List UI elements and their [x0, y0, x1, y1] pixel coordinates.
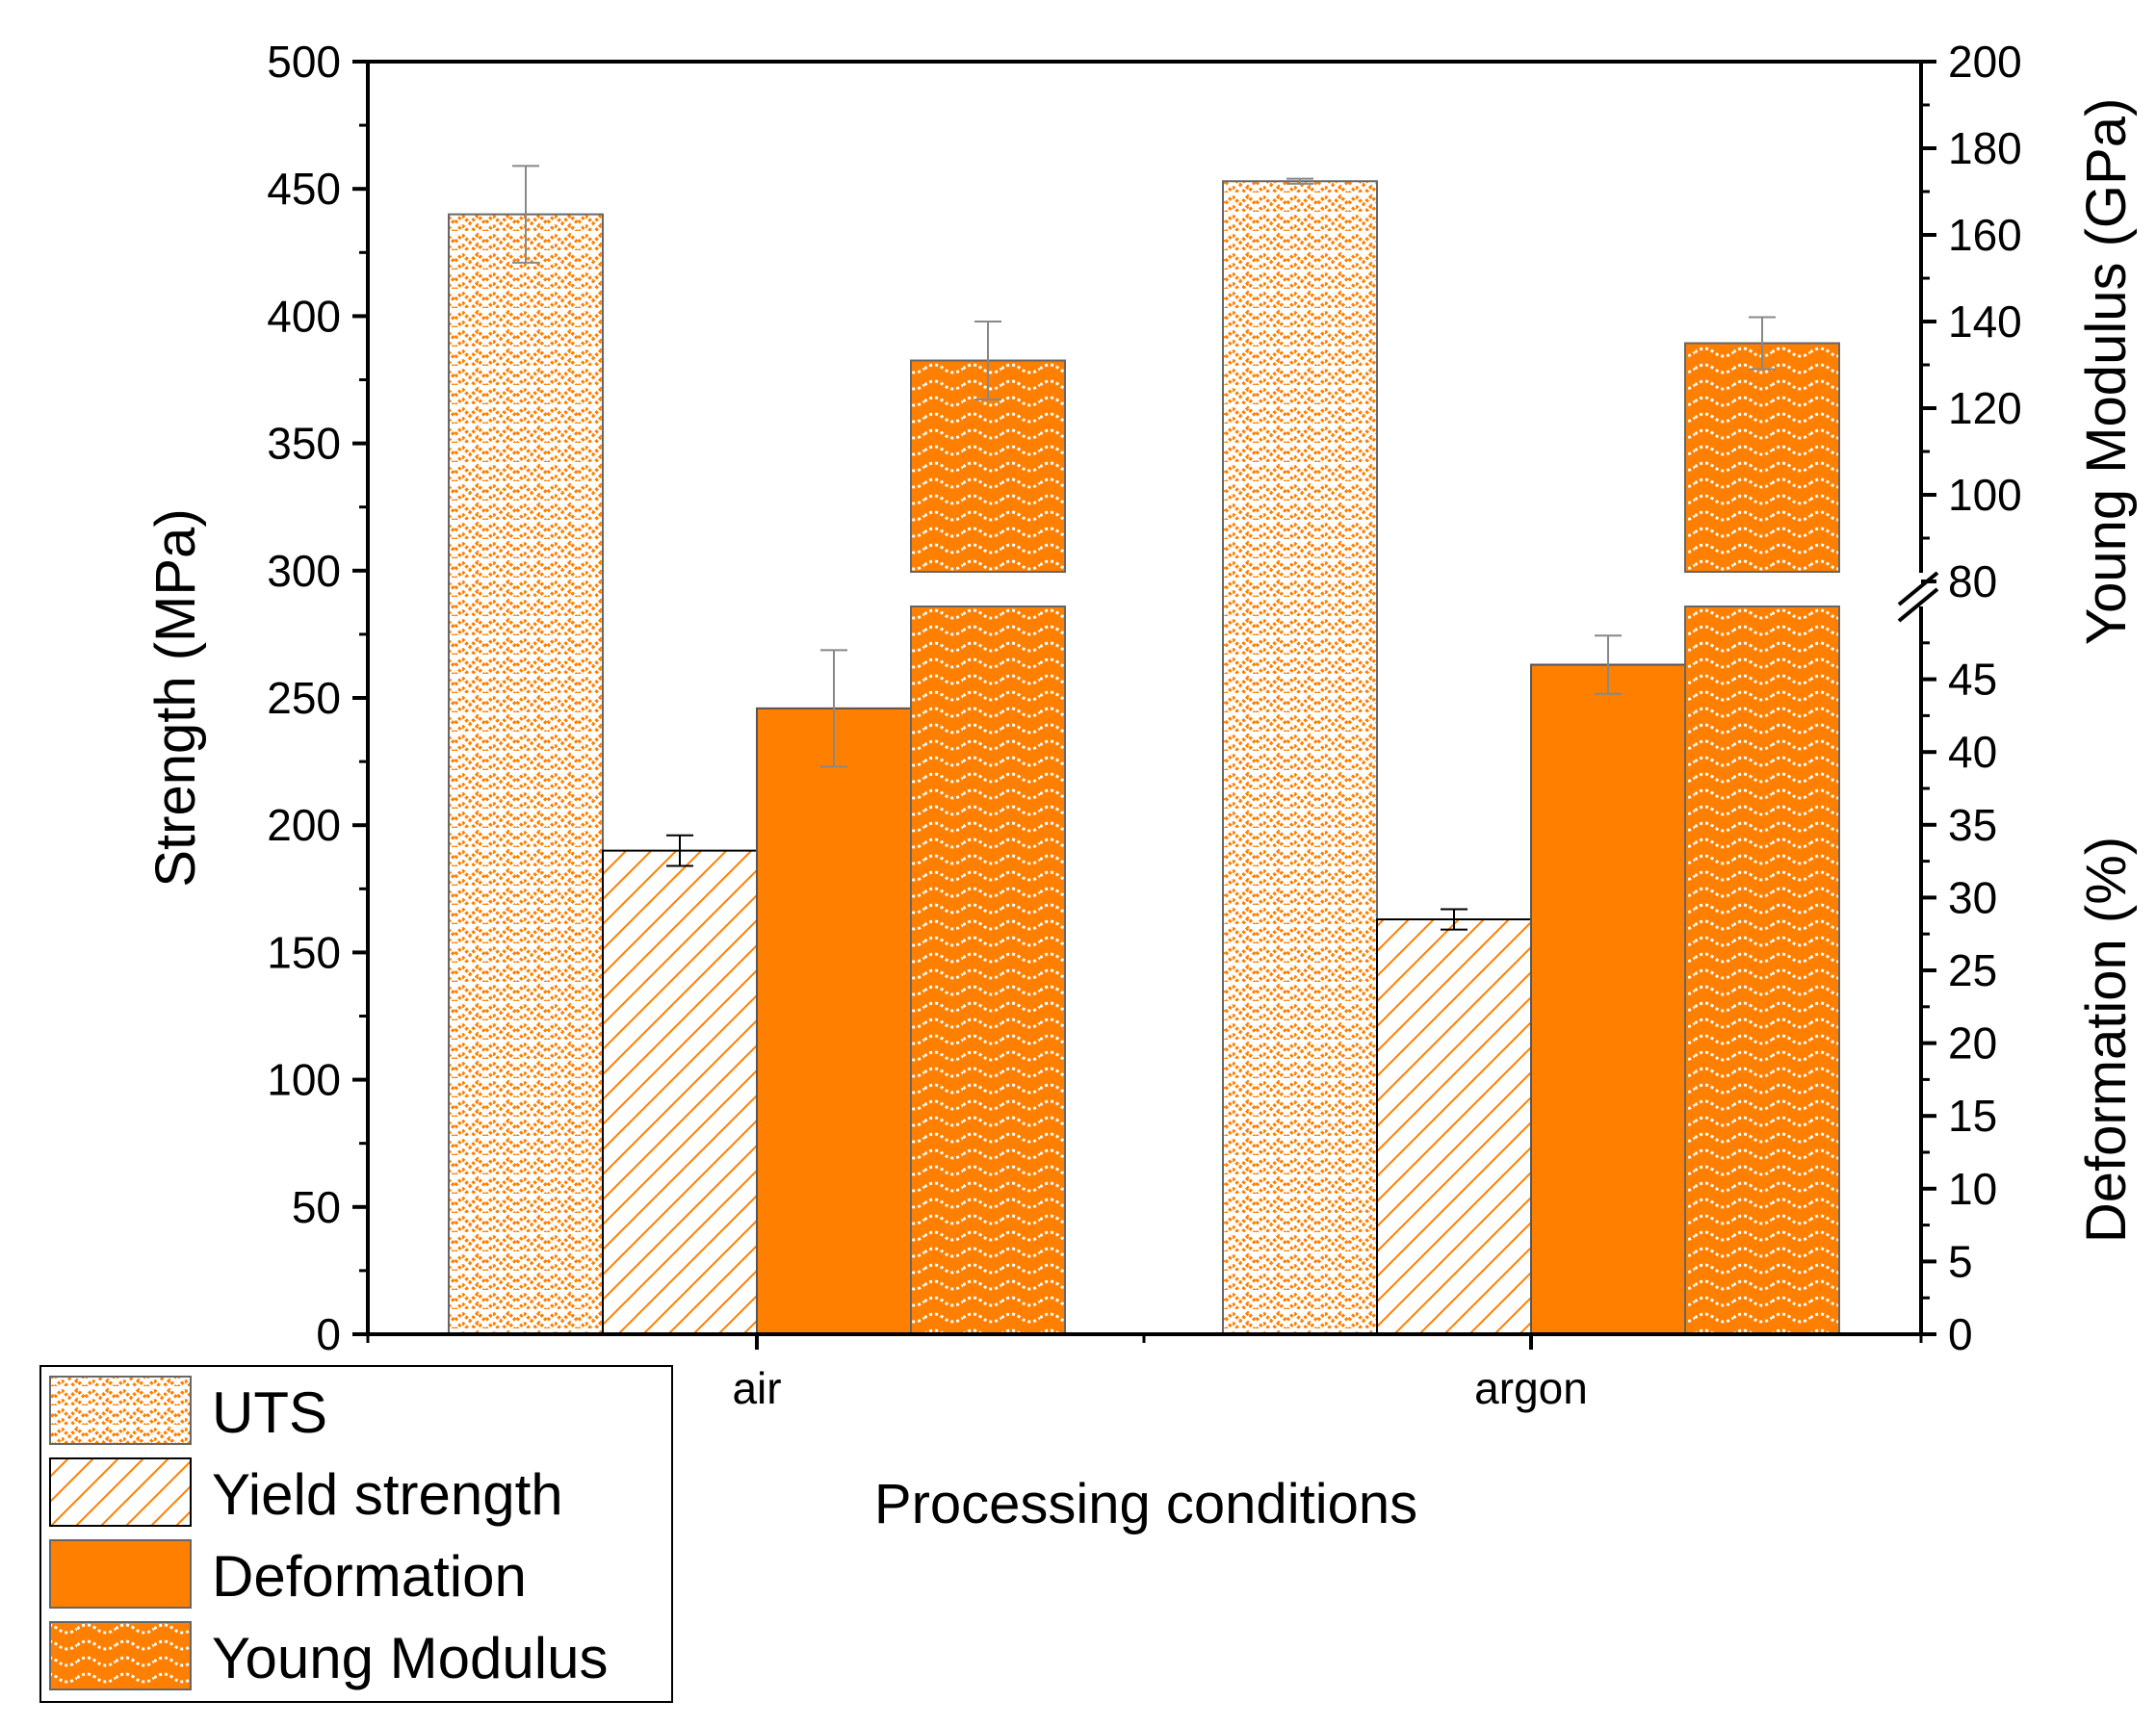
errorbar-uts-argon — [1286, 177, 1313, 185]
errorbars-layer — [512, 165, 1776, 931]
modulus-axis-title: Young Modulus (GPa) — [2075, 98, 2138, 646]
strength-tick-label: 100 — [267, 1055, 341, 1105]
bar-deformation-argon — [1530, 663, 1686, 1335]
bar-uts-argon — [1222, 180, 1378, 1336]
bar-young-modulus-air-lower — [910, 606, 1066, 1335]
modulus-tick-label: 120 — [1948, 383, 2022, 433]
errorbar-deformation-air — [820, 649, 847, 768]
modulus-tick-label: 100 — [1948, 470, 2022, 520]
deformation-tick-label: 40 — [1948, 727, 1997, 777]
category-label-argon: argon — [1474, 1363, 1588, 1413]
modulus-tick-label: 160 — [1948, 210, 2022, 260]
strength-tick-label: 350 — [267, 419, 341, 469]
errorbar-yield-strength-air — [666, 834, 693, 867]
legend: UTS Yield strength Deformation Young Mod… — [39, 1365, 673, 1703]
strength-tick-label: 50 — [292, 1182, 341, 1232]
bars-layer — [448, 180, 1840, 1336]
errorbar-uts-air — [512, 165, 539, 264]
legend-swatch-deformation — [49, 1539, 192, 1609]
deformation-tick-label: 25 — [1948, 945, 1997, 995]
bar-young-modulus-argon-upper — [1684, 342, 1840, 573]
legend-swatch-uts — [49, 1376, 192, 1445]
strength-tick-label: 450 — [267, 164, 341, 214]
bar-uts-air — [448, 213, 604, 1335]
strength-axis-title: Strength (MPa) — [144, 508, 207, 887]
legend-item-uts: UTS — [49, 1376, 327, 1445]
legend-label-yield-strength: Yield strength — [212, 1462, 563, 1527]
modulus-tick-label: 180 — [1948, 123, 2022, 173]
bar-yield-strength-argon — [1376, 918, 1532, 1335]
errorbar-yield-strength-argon — [1441, 908, 1468, 931]
errorbar-deformation-argon — [1595, 634, 1622, 695]
x-axis-title: Processing conditions — [874, 1473, 1417, 1535]
deformation-tick-label: 30 — [1948, 872, 1997, 922]
axis-break-mark-1 — [1897, 571, 1939, 606]
strength-tick-label: 500 — [267, 37, 341, 87]
deformation-tick-label: 45 — [1948, 655, 1997, 705]
legend-item-young-modulus: Young Modulus — [49, 1621, 608, 1690]
legend-item-deformation: Deformation — [49, 1539, 527, 1609]
deformation-tick-label: 20 — [1948, 1018, 1997, 1069]
legend-swatch-yield-strength — [49, 1457, 192, 1527]
strength-tick-label: 250 — [267, 673, 341, 723]
modulus-tick-label: 140 — [1948, 296, 2022, 347]
errorbar-young-modulus-air — [974, 321, 1001, 400]
modulus-tick-label: 200 — [1948, 37, 2022, 87]
modulus-tick-label: 80 — [1948, 556, 1997, 606]
deformation-tick-label: 0 — [1948, 1309, 1973, 1359]
deformation-tick-label: 35 — [1948, 800, 1997, 850]
deformation-tick-label: 5 — [1948, 1236, 1973, 1286]
legend-label-young-modulus: Young Modulus — [212, 1626, 608, 1690]
strength-tick-label: 300 — [267, 546, 341, 596]
legend-label-deformation: Deformation — [212, 1544, 527, 1609]
strength-tick-label: 200 — [267, 800, 341, 850]
bar-young-modulus-argon-lower — [1684, 606, 1840, 1335]
deformation-tick-label: 15 — [1948, 1091, 1997, 1141]
bar-yield-strength-air — [602, 849, 758, 1335]
deformation-axis-title: Deformation (%) — [2075, 837, 2138, 1243]
strength-tick-label: 0 — [316, 1309, 341, 1359]
errorbar-young-modulus-argon — [1749, 316, 1776, 371]
strength-tick-label: 150 — [267, 927, 341, 977]
axis-break-mark-2 — [1897, 587, 1939, 623]
legend-swatch-young-modulus — [49, 1621, 192, 1690]
category-label-air: air — [732, 1363, 781, 1413]
legend-item-yield-strength: Yield strength — [49, 1457, 563, 1527]
deformation-tick-label: 10 — [1948, 1164, 1997, 1214]
ticks-layer: 0501001502002503003504004505008010012014… — [267, 37, 2022, 1413]
legend-label-uts: UTS — [212, 1380, 327, 1445]
bar-deformation-air — [756, 707, 912, 1335]
strength-tick-label: 400 — [267, 291, 341, 341]
